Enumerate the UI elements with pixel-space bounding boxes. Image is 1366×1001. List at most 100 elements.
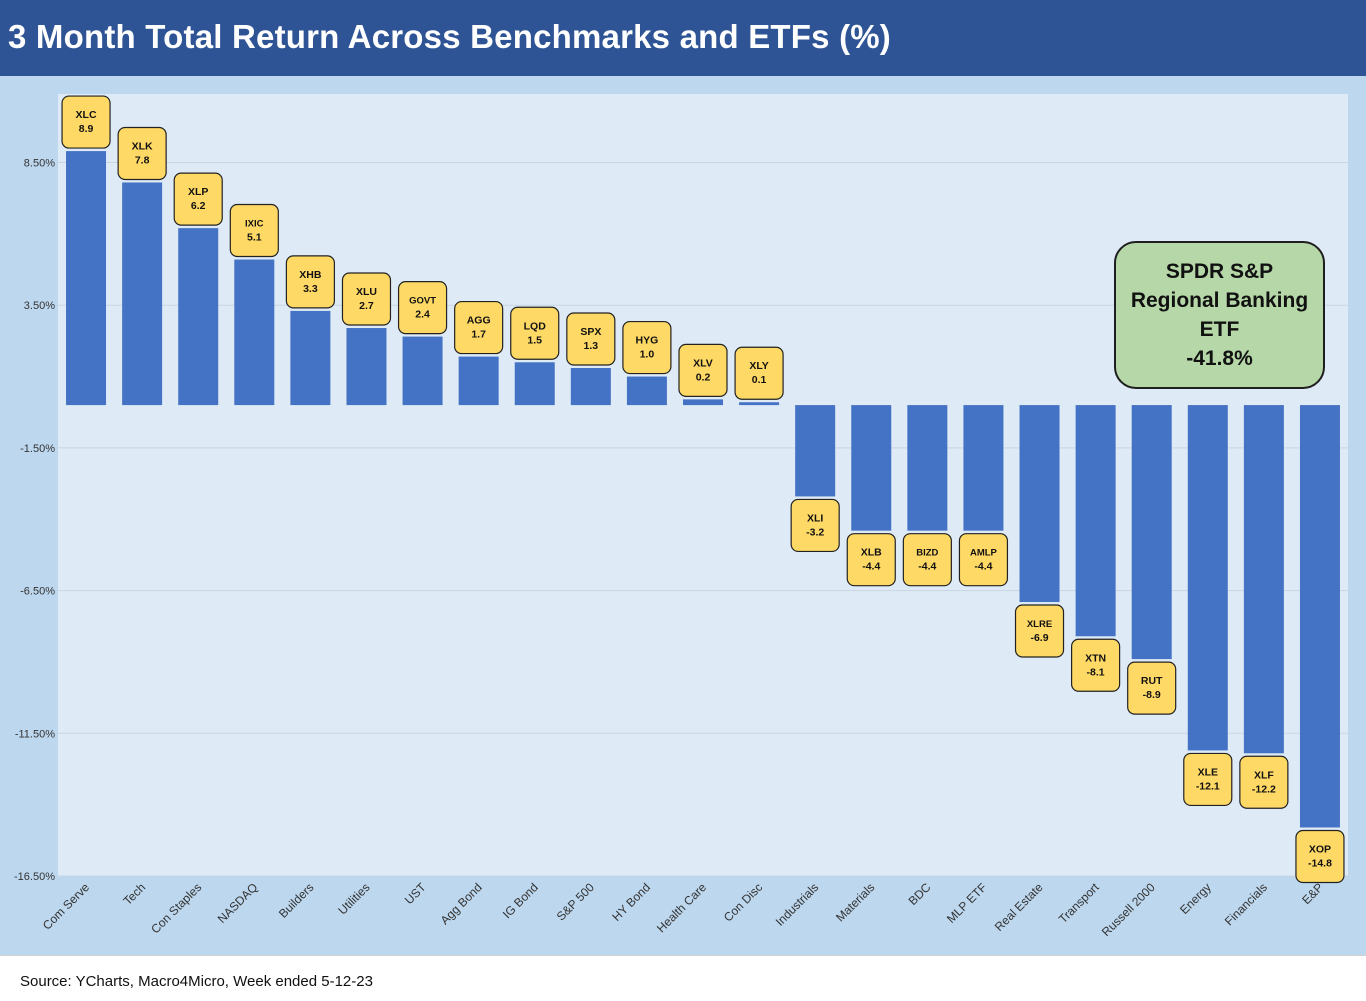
callout-line-3: ETF: [1199, 318, 1240, 341]
bar: [458, 356, 499, 406]
data-label-value: -4.4: [974, 561, 992, 573]
x-tick-label: Tech: [120, 880, 148, 908]
data-label-ticker: XLI: [807, 512, 823, 524]
data-label-value: 0.2: [696, 371, 711, 383]
data-label-ticker: AGG: [467, 315, 491, 327]
data-label-ticker: XLY: [749, 360, 768, 372]
x-tick-label: Agg Bond: [438, 880, 485, 927]
x-tick-label: Com Serve: [40, 880, 93, 933]
data-label-box: [173, 172, 223, 226]
data-label-box: [341, 272, 392, 326]
data-label-ticker: XTN: [1085, 652, 1106, 664]
x-tick-label: Real Estate: [992, 880, 1046, 934]
data-label-ticker: XLU: [356, 286, 377, 298]
bar: [851, 405, 892, 531]
x-tick-label: UST: [402, 880, 429, 907]
data-label-ticker: SPX: [580, 326, 601, 338]
data-label-value: -8.9: [1143, 689, 1161, 701]
data-label-value: -4.4: [862, 561, 880, 573]
bar: [346, 328, 387, 406]
data-label-box: [1183, 752, 1233, 807]
x-tick-label: Industrials: [773, 880, 822, 929]
data-label-ticker: HYG: [636, 335, 659, 347]
bar-chart: 8.50% 3.50% -1.50% -6.50% -11.50% -16.50% XLC 8…: [14, 94, 1348, 939]
bar: [514, 362, 555, 406]
x-tick-label: Transport: [1056, 880, 1102, 926]
data-label-value: 1.0: [640, 349, 655, 361]
bar: [1075, 405, 1116, 637]
bar: [290, 310, 331, 406]
data-label-box: [285, 255, 335, 309]
y-tick-label: -1.50%: [20, 443, 55, 455]
x-tick-label: Materials: [833, 880, 877, 924]
data-label-ticker: XLE: [1198, 766, 1218, 778]
bar: [1019, 405, 1060, 603]
data-label-box: [1014, 604, 1065, 658]
regional-banking-callout: SPDR S&P Regional Banking ETF -41.8%: [1114, 241, 1325, 389]
data-label-box: [566, 312, 616, 366]
data-label-value: -12.1: [1196, 780, 1220, 792]
x-tick-label: BDC: [906, 880, 934, 908]
data-label-ticker: XLK: [132, 140, 153, 152]
x-tick-label: E&P: [1299, 880, 1326, 907]
bar: [1131, 405, 1172, 660]
data-label-box: [1127, 661, 1177, 715]
data-label-box: [958, 533, 1009, 587]
data-label-value: 3.3: [303, 283, 318, 295]
bar: [907, 405, 948, 531]
data-label-box: [902, 533, 952, 587]
data-label-box: [1071, 638, 1121, 692]
y-tick-label: -16.50%: [14, 871, 55, 883]
x-tick-label: Utilities: [335, 880, 372, 917]
data-label-value: -4.4: [918, 561, 936, 573]
header-bar: 3 Month Total Return Across Benchmarks a…: [0, 0, 1366, 76]
data-label-box: [622, 320, 672, 375]
data-label-ticker: XLRE: [1027, 619, 1052, 630]
x-tick-label: Financials: [1222, 880, 1270, 928]
data-label-value: 6.2: [191, 200, 206, 212]
x-tick-label: IG Bond: [500, 880, 541, 921]
data-label-value: 1.7: [471, 329, 486, 341]
data-label-box: [454, 300, 504, 355]
data-label-ticker: GOVT: [409, 296, 436, 307]
page-title: 3 Month Total Return Across Benchmarks a…: [8, 18, 891, 55]
data-label-value: 2.4: [415, 309, 430, 321]
bar: [402, 336, 443, 406]
data-label-box: [61, 95, 111, 149]
y-tick-label: 8.50%: [24, 157, 55, 169]
data-label-value: 0.1: [752, 374, 767, 386]
data-label-value: -6.9: [1030, 632, 1048, 644]
data-label-value: 2.7: [359, 300, 374, 312]
data-label-box: [510, 306, 560, 360]
bar: [122, 182, 163, 406]
data-label-ticker: IXIC: [245, 219, 264, 230]
x-tick-label: S&P 500: [554, 880, 597, 923]
data-label-box: [734, 346, 784, 400]
bar: [739, 402, 780, 406]
data-label-box: [1295, 829, 1345, 884]
data-label-ticker: XLP: [188, 186, 208, 198]
data-label-box: [846, 533, 896, 587]
chart-frame: 8.50% 3.50% -1.50% -6.50% -11.50% -16.50% XLC 8…: [0, 76, 1366, 955]
source-note: Source: YCharts, Macro4Micro, Week ended…: [20, 973, 373, 990]
bar: [963, 405, 1004, 531]
bar: [1187, 405, 1228, 751]
data-label-value: 7.8: [135, 154, 150, 166]
data-label-box: [678, 343, 728, 397]
bar: [1299, 405, 1340, 828]
x-tick-label: Russell 2000: [1099, 880, 1158, 939]
bar: [178, 228, 219, 406]
x-tick-label: Energy: [1177, 880, 1214, 917]
callout-line-1: SPDR S&P: [1165, 260, 1274, 283]
data-label-box: [1239, 755, 1289, 809]
y-tick-label: 3.50%: [24, 300, 55, 312]
data-label-value: 5.1: [247, 232, 262, 244]
footer: Source: YCharts, Macro4Micro, Week ended…: [0, 955, 1366, 1001]
bar: [795, 405, 836, 497]
data-label-box: [790, 498, 840, 553]
data-label-box: [229, 203, 279, 258]
data-label-value: -14.8: [1308, 857, 1332, 869]
data-label-ticker: XHB: [299, 269, 322, 281]
data-label-ticker: XLV: [693, 357, 713, 369]
callout-value: -41.8%: [1186, 347, 1253, 370]
